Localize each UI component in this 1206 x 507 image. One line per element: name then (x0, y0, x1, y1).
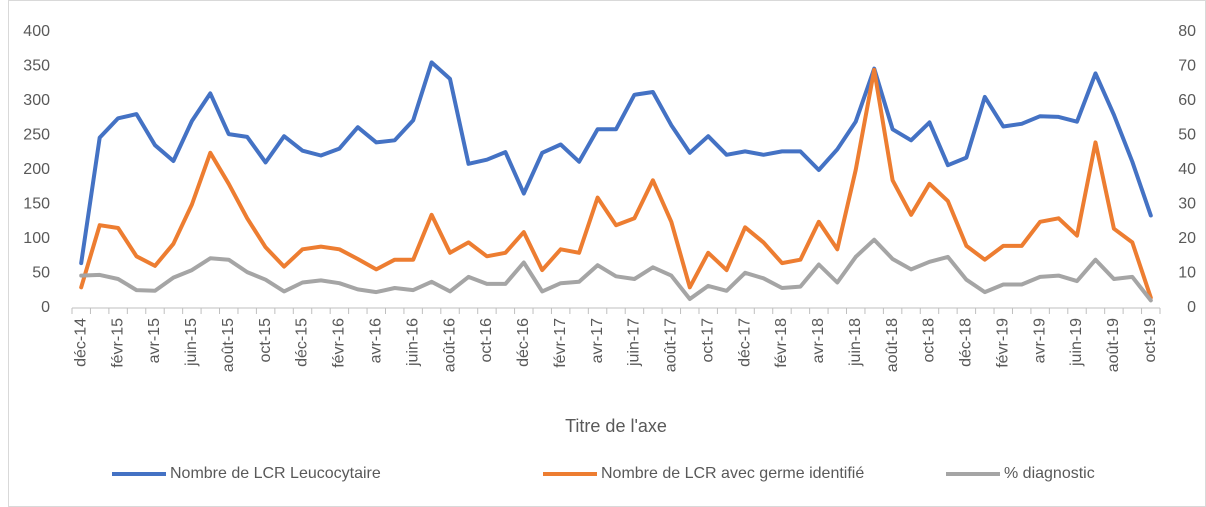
x-tick-label: févr-16 (331, 318, 348, 368)
y-tick-label: 250 (23, 127, 50, 144)
x-tick-label: déc-14 (72, 318, 89, 367)
x-tick-label: déc-16 (515, 318, 532, 367)
series-line (79, 237, 1153, 303)
x-tick-label: août-16 (441, 318, 458, 372)
y2-tick-label: 40 (1178, 161, 1196, 178)
x-tick-label: août-17 (663, 318, 680, 372)
x-tick-label: déc-15 (294, 318, 311, 367)
x-tick-label: déc-18 (958, 318, 975, 367)
y-tick-label: 150 (23, 196, 50, 213)
x-tick-label: avr-17 (589, 318, 606, 363)
x-tick-label: oct-17 (699, 318, 716, 363)
x-tick-label: juin-17 (626, 318, 643, 367)
y-tick-label: 100 (23, 230, 50, 247)
y2-tick-label: 30 (1178, 196, 1196, 213)
series-line (79, 67, 1153, 300)
x-tick-label: avr-19 (1031, 318, 1048, 363)
y2-tick-label: 20 (1178, 230, 1196, 247)
y2-tick-label: 60 (1178, 92, 1196, 109)
y-tick-label: 200 (23, 161, 50, 178)
x-tick-label: oct-16 (478, 318, 495, 363)
x-tick-label: août-19 (1105, 318, 1122, 372)
y2-tick-label: 70 (1178, 58, 1196, 75)
y-tick-label: 300 (23, 92, 50, 109)
chart-frame (8, 0, 1206, 507)
x-tick-label: févr-18 (773, 318, 790, 368)
legend-label: Nombre de LCR Leucocytaire (170, 465, 381, 482)
x-tick-label: avr-18 (810, 318, 827, 363)
y-tick-label: 0 (41, 299, 50, 316)
x-tick-label: oct-18 (921, 318, 938, 363)
x-axis-title: Titre de l'axe (565, 416, 667, 436)
x-tick-label: oct-19 (1142, 318, 1159, 363)
legend-label: % diagnostic (1004, 465, 1095, 482)
x-tick-label: avr-15 (146, 318, 163, 363)
x-tick-label: juin-18 (847, 318, 864, 367)
x-tick-label: juin-15 (183, 318, 200, 367)
y2-tick-label: 50 (1178, 127, 1196, 144)
x-tick-label: août-15 (220, 318, 237, 372)
y-tick-label: 350 (23, 58, 50, 75)
y2-tick-label: 0 (1187, 299, 1196, 316)
x-tick-label: févr-17 (552, 318, 569, 368)
x-tick-label: avr-16 (367, 318, 384, 363)
x-tick-label: oct-15 (257, 318, 274, 363)
y-tick-label: 400 (23, 23, 50, 40)
x-tick-label: févr-15 (109, 318, 126, 368)
y2-tick-label: 10 (1178, 265, 1196, 282)
legend-label: Nombre de LCR avec germe identifié (601, 465, 864, 482)
x-tick-label: févr-19 (994, 318, 1011, 368)
x-tick-label: juin-16 (404, 318, 421, 367)
y2-tick-label: 80 (1178, 23, 1196, 40)
series-line (79, 60, 1153, 266)
x-tick-label: juin-19 (1068, 318, 1085, 367)
x-tick-label: déc-17 (736, 318, 753, 367)
y-tick-label: 50 (32, 265, 50, 282)
x-tick-label: août-18 (884, 318, 901, 372)
